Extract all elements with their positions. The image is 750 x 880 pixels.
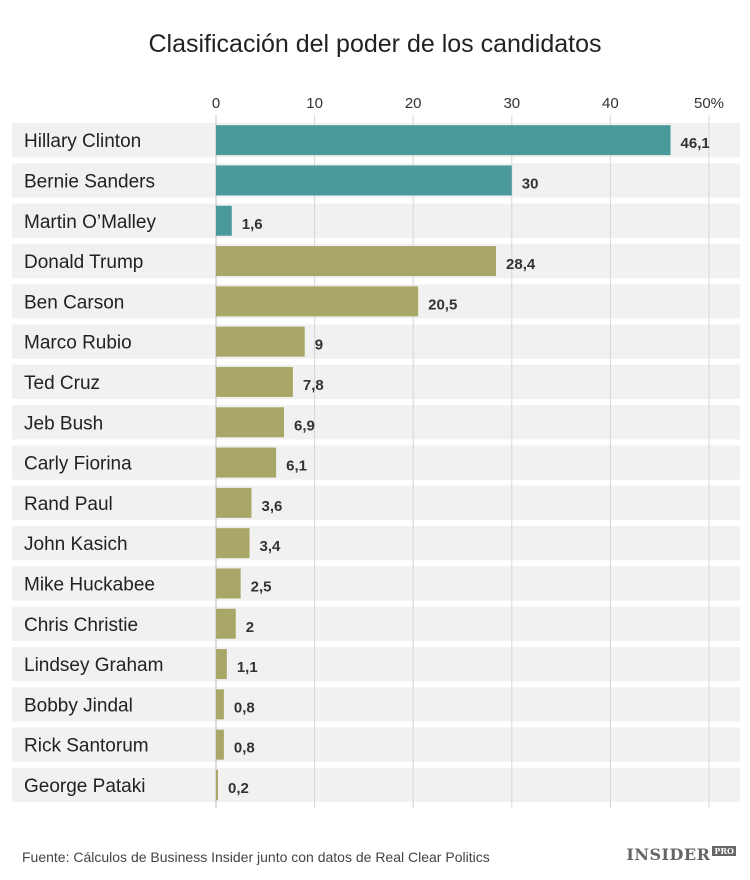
value-label: 2: [246, 619, 254, 636]
category-label: Bobby Jindal: [24, 695, 133, 716]
row-band: [12, 566, 740, 601]
value-label: 1,6: [242, 216, 263, 233]
value-label: 2,5: [251, 578, 272, 595]
bar: [216, 447, 277, 478]
bar: [216, 689, 224, 720]
bar: [216, 729, 224, 760]
category-label: Mike Huckabee: [24, 574, 155, 595]
logo-badge: PRO: [712, 846, 736, 856]
bar: [216, 165, 512, 196]
category-label: Marco Rubio: [24, 333, 132, 354]
row-band: [12, 364, 740, 400]
row-band: [12, 405, 740, 440]
category-label: Carly Fiorina: [24, 454, 132, 475]
x-tick-label: 0: [212, 95, 220, 112]
x-tick-label: 10: [306, 95, 323, 112]
bar: [216, 286, 419, 317]
value-label: 9: [315, 337, 323, 354]
value-label: 7,8: [303, 377, 324, 394]
value-label: 6,9: [294, 417, 315, 434]
value-label: 6,1: [286, 458, 307, 475]
row-band: [12, 727, 740, 762]
x-tick-label: 50%: [694, 95, 724, 112]
bar: [216, 326, 305, 357]
bar: [216, 649, 227, 680]
category-label: Rick Santorum: [24, 736, 149, 757]
category-label: Donald Trump: [24, 252, 143, 273]
row-band: [12, 445, 740, 480]
row-band: [12, 324, 740, 359]
row-band: [12, 646, 740, 682]
insider-pro-logo: INSIDER PRO: [626, 845, 736, 864]
row-band: [12, 767, 740, 803]
bar: [216, 528, 250, 559]
category-label: Bernie Sanders: [24, 171, 155, 192]
bar: [216, 568, 241, 599]
value-label: 30: [522, 175, 539, 192]
value-label: 0,8: [234, 740, 255, 757]
category-label: Lindsey Graham: [24, 655, 163, 676]
category-label: Ted Cruz: [24, 373, 100, 394]
bar: [216, 407, 285, 438]
row-band: [12, 526, 740, 561]
category-label: Chris Christie: [24, 615, 138, 636]
x-tick-label: 20: [405, 95, 422, 112]
x-tick-label: 40: [602, 95, 619, 112]
value-label: 28,4: [506, 256, 536, 273]
category-label: Martin O’Malley: [24, 212, 156, 233]
category-label: Rand Paul: [24, 494, 113, 515]
value-label: 20,5: [428, 296, 457, 313]
bar: [216, 246, 497, 277]
bar: [216, 205, 232, 236]
row-band: [12, 687, 740, 722]
category-label: George Pataki: [24, 776, 145, 797]
value-label: 46,1: [681, 135, 710, 152]
chart-title: Clasificación del poder de los candidato…: [148, 30, 602, 58]
x-tick-label: 30: [503, 95, 520, 112]
category-label: Jeb Bush: [24, 413, 103, 434]
bar: [216, 366, 293, 397]
row-band: [12, 485, 740, 520]
logo-text: INSIDER: [626, 845, 711, 864]
row-band: [12, 606, 740, 641]
bar: [216, 769, 218, 800]
value-label: 1,1: [237, 659, 258, 676]
value-label: 0,2: [228, 780, 249, 797]
value-label: 3,4: [260, 538, 282, 555]
bar: [216, 125, 671, 156]
value-label: 0,8: [234, 699, 255, 716]
row-band: [12, 203, 740, 238]
bar: [216, 487, 252, 518]
category-label: John Kasich: [24, 534, 128, 555]
category-label: Ben Carson: [24, 292, 124, 313]
value-label: 3,6: [261, 498, 282, 515]
source-note: Fuente: Cálculos de Business Insider jun…: [22, 849, 490, 865]
category-label: Hillary Clinton: [24, 131, 141, 152]
bar: [216, 608, 236, 639]
